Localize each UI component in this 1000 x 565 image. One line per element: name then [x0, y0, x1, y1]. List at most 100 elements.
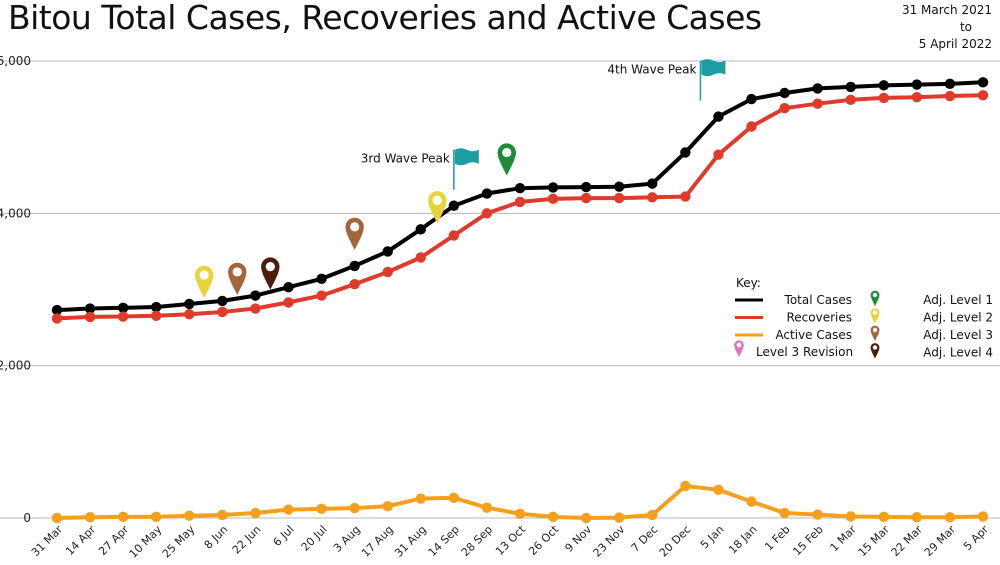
- data-point-recoveries: [382, 266, 393, 278]
- x-tick-label: 29 Mar: [922, 523, 959, 560]
- data-point-total-cases: [481, 188, 493, 199]
- data-point-total-cases: [911, 79, 923, 90]
- data-point-total-cases: [614, 181, 625, 192]
- data-point-total-cases: [547, 182, 559, 193]
- x-tick-label: 14 Sep: [426, 523, 462, 559]
- data-point-active-cases: [845, 511, 856, 522]
- date-range-start: 31 March 2021: [901, 3, 992, 17]
- data-point-active-cases: [944, 512, 956, 523]
- legend-revision-label: Level 3 Revision: [756, 345, 853, 359]
- y-tick-label: 4,000: [0, 206, 31, 220]
- data-point-total-cases: [250, 290, 261, 301]
- legend-level-label: Adj. Level 3: [923, 328, 993, 342]
- data-point-recoveries: [614, 192, 625, 204]
- x-tick-label: 7 Dec: [629, 523, 661, 555]
- wave-peak-flag-icon-cloth: [701, 59, 726, 77]
- data-point-recoveries: [547, 193, 559, 205]
- level-marker-pin-icon-body: [345, 217, 364, 250]
- legend-level-label: Adj. Level 1: [923, 293, 993, 307]
- data-point-active-cases: [217, 509, 228, 521]
- data-point-recoveries: [680, 191, 691, 202]
- data-point-total-cases: [713, 111, 724, 122]
- wave-peak-label: 3rd Wave Peak: [361, 152, 450, 166]
- x-tick-label: 17 Aug: [359, 523, 396, 560]
- data-point-total-cases: [944, 78, 956, 90]
- data-point-active-cases: [614, 512, 625, 523]
- data-point-recoveries: [217, 306, 228, 318]
- legend-level-pin-icon-hole: [872, 345, 878, 350]
- x-tick-label: 6 Jul: [271, 523, 297, 549]
- x-tick-label: 20 Dec: [657, 523, 694, 560]
- x-tick-label: 18 Jan: [726, 523, 760, 557]
- data-point-active-cases: [812, 509, 823, 520]
- data-point-recoveries: [481, 208, 493, 219]
- data-point-total-cases: [977, 77, 989, 88]
- data-point-total-cases: [878, 80, 889, 91]
- data-point-active-cases: [481, 502, 493, 513]
- data-point-active-cases: [713, 484, 724, 496]
- data-point-active-cases: [977, 511, 989, 522]
- data-point-recoveries: [878, 92, 889, 104]
- legend-revision-pin-icon-body: [734, 340, 744, 357]
- data-point-recoveries: [911, 91, 923, 103]
- data-point-active-cases: [911, 512, 923, 523]
- y-tick-label: 0: [23, 511, 31, 525]
- data-point-active-cases: [151, 511, 162, 523]
- data-point-recoveries: [514, 196, 526, 208]
- data-point-active-cases: [448, 492, 460, 504]
- x-tick-label: 1 Feb: [762, 523, 792, 553]
- data-point-active-cases: [878, 511, 889, 523]
- level-marker-pin-icon-body: [497, 143, 516, 176]
- legend-level-pin-icon-body: [870, 325, 880, 341]
- data-point-recoveries: [977, 90, 989, 101]
- x-tick-label: 1 Mar: [828, 523, 860, 555]
- data-point-total-cases: [812, 83, 823, 94]
- x-tick-label: 8 Jun: [202, 523, 231, 552]
- level-marker-pin-icon-body: [428, 191, 447, 224]
- x-tick-label: 10 May: [127, 523, 165, 561]
- x-tick-label: 27 Apr: [96, 523, 131, 558]
- data-point-recoveries: [184, 309, 195, 320]
- legend-revision-pin-icon-hole: [736, 342, 742, 348]
- data-point-total-cases: [746, 93, 757, 105]
- data-point-recoveries: [746, 121, 757, 132]
- wave-peak-flag-icon: [699, 59, 726, 101]
- data-point-total-cases: [382, 246, 393, 257]
- x-tick-label: 26 Oct: [526, 522, 561, 557]
- legend-level-pin-icon: [870, 325, 880, 341]
- data-point-active-cases: [680, 480, 691, 492]
- x-tick-label: 13 Oct: [493, 522, 528, 557]
- data-point-recoveries: [845, 94, 856, 106]
- level-marker-pin-icon-hole: [199, 270, 209, 280]
- x-tick-label: 15 Mar: [856, 523, 893, 560]
- data-point-total-cases: [514, 182, 526, 194]
- data-point-active-cases: [779, 507, 790, 519]
- x-tick-label: 5 Jan: [698, 523, 727, 552]
- data-point-total-cases: [283, 282, 294, 293]
- data-point-active-cases: [283, 504, 294, 515]
- data-point-recoveries: [647, 192, 658, 203]
- data-point-total-cases: [349, 260, 360, 272]
- data-point-recoveries: [51, 313, 63, 324]
- data-point-total-cases: [117, 302, 129, 313]
- level-marker-pin-icon-hole: [502, 147, 512, 158]
- data-point-active-cases: [316, 503, 327, 515]
- data-point-active-cases: [514, 508, 526, 520]
- data-point-recoveries: [84, 311, 96, 323]
- level-marker-pin-icon: [261, 257, 280, 290]
- chart-title: Bitou Total Cases, Recoveries and Active…: [8, 0, 762, 37]
- x-tick-label: 31 Mar: [29, 523, 66, 560]
- x-tick-label: 5 Apr: [961, 523, 991, 553]
- data-point-recoveries: [448, 230, 460, 241]
- data-point-total-cases: [845, 81, 856, 93]
- level-marker-pin-icon: [345, 217, 364, 250]
- legend-level-pin-icon-hole: [872, 327, 878, 333]
- data-point-recoveries: [151, 310, 162, 321]
- data-point-recoveries: [349, 278, 360, 290]
- data-point-active-cases: [580, 512, 592, 524]
- data-point-total-cases: [51, 304, 63, 316]
- data-point-total-cases: [448, 200, 460, 211]
- data-point-recoveries: [713, 149, 724, 160]
- data-point-total-cases: [151, 301, 162, 313]
- data-point-active-cases: [84, 512, 96, 523]
